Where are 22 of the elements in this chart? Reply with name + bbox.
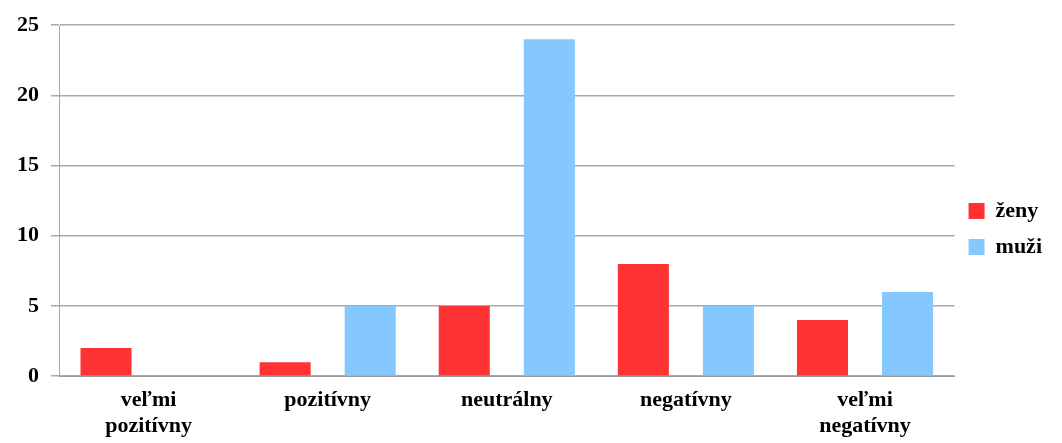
x-tick-label: neutrálny bbox=[460, 386, 553, 412]
bar bbox=[80, 348, 132, 376]
bar bbox=[523, 39, 575, 376]
bar bbox=[438, 306, 490, 376]
y-tick-label: 25 bbox=[17, 10, 39, 36]
x-tick-label: veľmi negatívny bbox=[819, 386, 911, 438]
legend-label: ženy bbox=[995, 196, 1039, 222]
bar bbox=[882, 291, 934, 376]
x-tick-label: negatívny bbox=[640, 386, 732, 412]
bar bbox=[617, 263, 669, 376]
x-tick-label: veľmi pozitívny bbox=[105, 386, 192, 438]
x-tick-label: pozitívny bbox=[284, 386, 372, 412]
y-tick-label: 20 bbox=[17, 81, 39, 107]
y-tick-label: 5 bbox=[28, 291, 39, 317]
y-tick-label: 0 bbox=[28, 361, 39, 387]
bar bbox=[344, 306, 396, 376]
legend-label: muži bbox=[995, 232, 1043, 258]
bar bbox=[702, 306, 754, 376]
bar bbox=[796, 320, 848, 376]
y-tick-label: 15 bbox=[17, 151, 39, 177]
bar bbox=[259, 362, 311, 376]
y-tick-label: 10 bbox=[17, 221, 39, 247]
